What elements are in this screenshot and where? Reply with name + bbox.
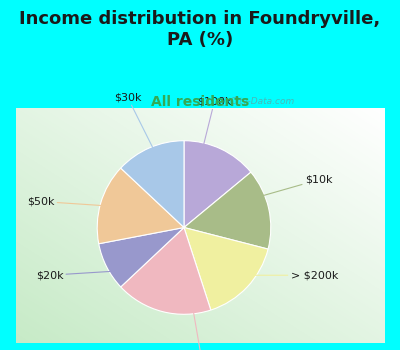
Text: $100k: $100k	[197, 97, 232, 154]
Wedge shape	[97, 168, 184, 244]
Text: $30k: $30k	[114, 92, 154, 149]
Wedge shape	[184, 228, 268, 310]
Wedge shape	[121, 228, 211, 314]
Text: All residents: All residents	[151, 94, 249, 108]
Text: $20k: $20k	[36, 270, 119, 280]
Wedge shape	[121, 141, 184, 228]
Text: > $200k: > $200k	[249, 270, 338, 280]
Text: $10k: $10k	[258, 175, 332, 197]
Wedge shape	[99, 228, 184, 287]
Text: Income distribution in Foundryville,
PA (%): Income distribution in Foundryville, PA …	[19, 10, 381, 49]
Text: $50k: $50k	[27, 196, 106, 206]
Wedge shape	[184, 172, 271, 249]
Text: ⓘ City-Data.com: ⓘ City-Data.com	[222, 97, 294, 106]
Wedge shape	[184, 141, 251, 228]
Text: $75k: $75k	[188, 307, 215, 350]
